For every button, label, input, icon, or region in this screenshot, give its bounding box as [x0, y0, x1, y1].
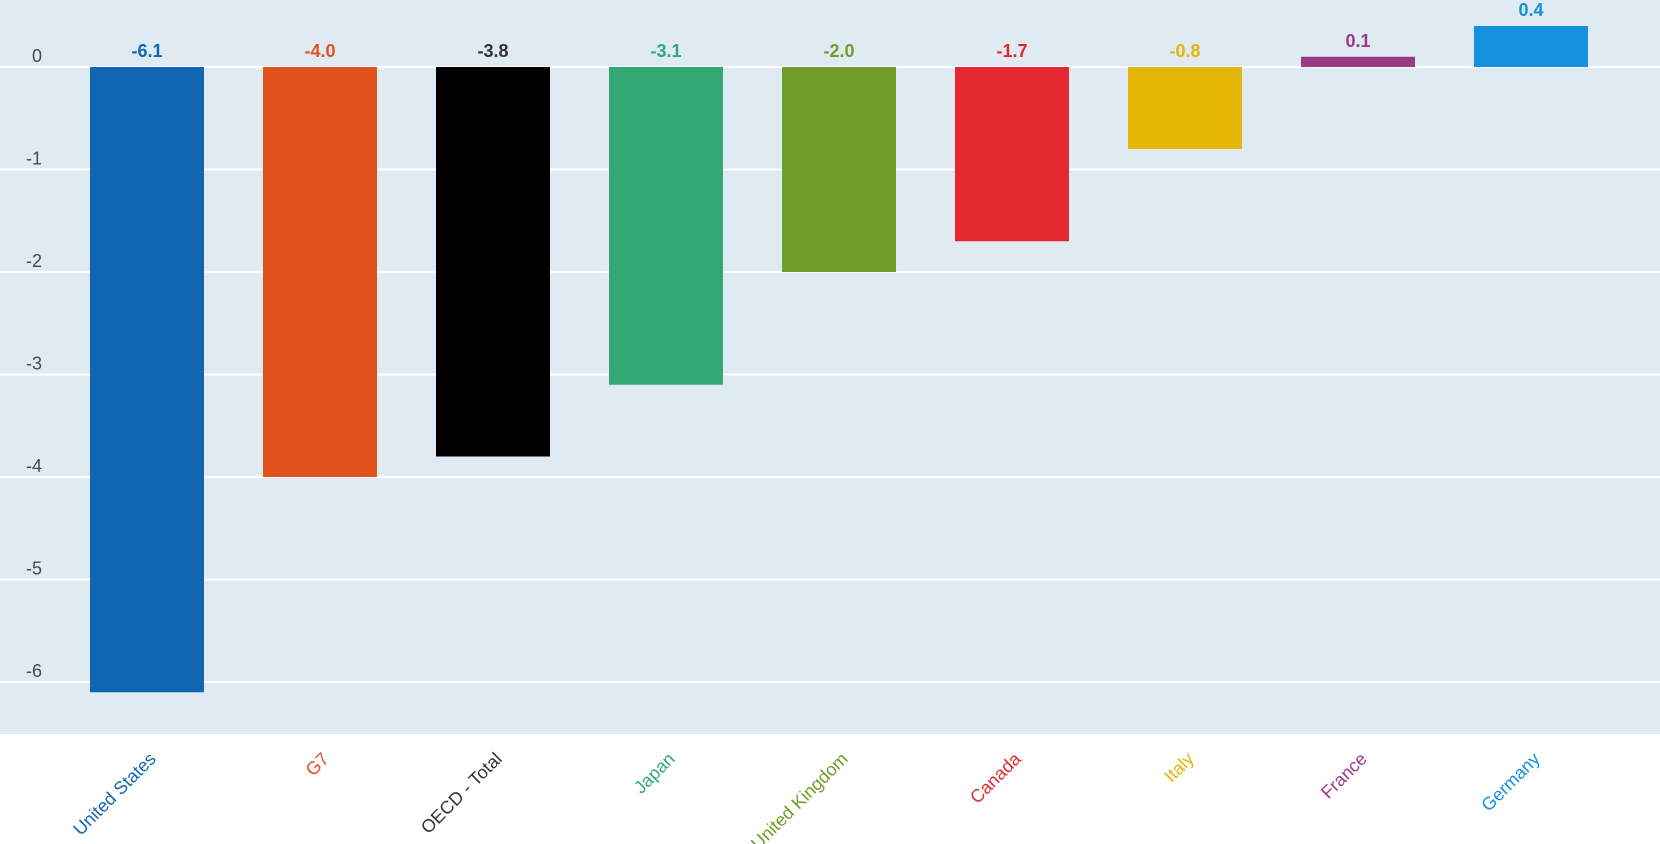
- bar-united-kingdom[interactable]: [782, 67, 896, 272]
- data-label: 0.1: [1345, 31, 1370, 51]
- y-tick-label: -4: [26, 456, 42, 476]
- bar-germany[interactable]: [1474, 26, 1588, 67]
- bar-canada[interactable]: [955, 67, 1069, 242]
- data-label: 0.4: [1518, 0, 1543, 20]
- y-tick-label: 0: [32, 46, 42, 66]
- category-label: G7: [302, 749, 333, 780]
- category-label: Japan: [630, 749, 679, 798]
- y-tick-label: -3: [26, 354, 42, 374]
- bars: [90, 26, 1588, 693]
- bar-italy[interactable]: [1128, 67, 1242, 149]
- bar-france[interactable]: [1301, 56, 1415, 67]
- category-label: Italy: [1160, 749, 1197, 786]
- y-tick-label: -5: [26, 559, 42, 579]
- bar-g7[interactable]: [263, 67, 377, 477]
- data-label: -3.1: [650, 41, 681, 61]
- data-label: -2.0: [823, 41, 854, 61]
- category-label: France: [1317, 749, 1371, 803]
- data-label: -3.8: [477, 41, 508, 61]
- data-label: -6.1: [131, 41, 162, 61]
- category-label: United States: [69, 749, 160, 840]
- bar-oecd-total[interactable]: [436, 67, 550, 457]
- data-label: -4.0: [304, 41, 335, 61]
- y-tick-label: -1: [26, 149, 42, 169]
- value-labels: -6.1 -4.0 -3.8 -3.1 -2.0 -1.7 -0.8 0.1 0.4: [131, 0, 1543, 61]
- y-tick-label: -2: [26, 251, 42, 271]
- y-tick-label: -6: [26, 661, 42, 681]
- category-label: United Kingdom: [747, 749, 852, 844]
- category-label: Germany: [1477, 749, 1543, 815]
- y-axis: 0 -1 -2 -3 -4 -5 -6: [26, 46, 42, 681]
- data-label: -1.7: [996, 41, 1027, 61]
- bar-japan[interactable]: [609, 67, 723, 385]
- bar-united-states[interactable]: [90, 67, 204, 693]
- data-label: -0.8: [1169, 41, 1200, 61]
- category-label: OECD - Total: [417, 749, 506, 838]
- x-axis: United States G7 OECD - Total Japan United K…: [69, 748, 1544, 844]
- category-label: Canada: [966, 748, 1025, 807]
